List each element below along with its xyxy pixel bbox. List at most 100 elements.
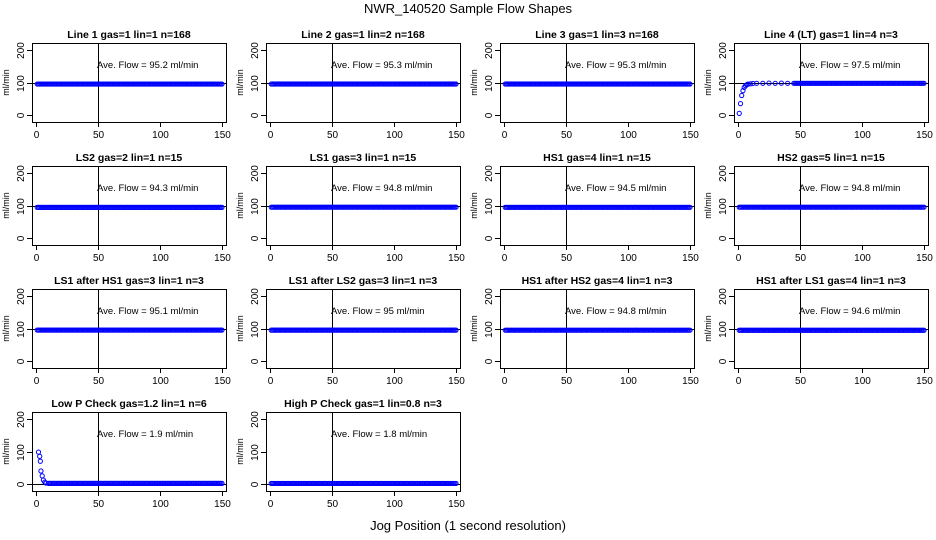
x-tick-label: 50 (795, 253, 807, 264)
y-tick-label: 100 (484, 321, 495, 338)
x-tick-label: 50 (327, 499, 339, 510)
y-axis-label: ml/min (1, 438, 11, 465)
x-tick-label: 0 (268, 130, 274, 141)
chart-panel: Line 3 gas=1 lin=3 n=168 0 50 100 150 0 100 200… (469, 29, 699, 141)
x-tick-label: 0 (34, 376, 40, 387)
average-flow-annotation: Ave. Flow = 97.5 ml/min (799, 60, 900, 71)
x-tick-label: 150 (448, 376, 465, 387)
y-axis-label: ml/min (235, 69, 245, 96)
data-point (921, 327, 927, 333)
data-point (219, 81, 225, 87)
y-axis-label: ml/min (235, 192, 245, 219)
data-point (778, 80, 785, 86)
x-tick-label: 50 (93, 253, 105, 264)
y-tick-label: 200 (250, 288, 261, 305)
y-tick-label: 200 (16, 42, 27, 59)
x-tick-label: 100 (386, 130, 403, 141)
x-tick-label: 100 (386, 253, 403, 264)
y-axis-label: ml/min (703, 192, 713, 219)
average-flow-annotation: Ave. Flow = 95.2 ml/min (97, 60, 198, 71)
chart-panel: LS1 after LS2 gas=3 lin=1 n=3 0 50 100 150 0 1… (235, 275, 465, 387)
x-tick-label: 150 (214, 499, 231, 510)
x-tick-label: 50 (93, 376, 105, 387)
data-point (745, 81, 751, 87)
data-point (772, 80, 778, 86)
x-tick-label: 0 (268, 376, 274, 387)
panel-title: HS1 after HS2 gas=4 lin=1 n=3 (522, 275, 673, 287)
x-tick-label: 100 (854, 253, 871, 264)
y-axis-label: ml/min (235, 315, 245, 342)
x-tick-label: 50 (561, 253, 573, 264)
data-point (453, 81, 459, 87)
data-point (785, 80, 791, 86)
panel-title: LS1 gas=3 lin=1 n=15 (310, 152, 417, 164)
y-tick-label: 100 (16, 198, 27, 215)
chart-panel: Low P Check gas=1.2 lin=1 n=6 0 50 100 150 0 1… (1, 398, 231, 510)
x-tick-label: 0 (268, 499, 274, 510)
panel-title: Low P Check gas=1.2 lin=1 n=6 (51, 398, 206, 410)
y-tick-label: 0 (16, 235, 27, 241)
y-tick-label: 0 (16, 112, 27, 118)
x-tick-label: 0 (502, 253, 508, 264)
panel-title: Line 3 gas=1 lin=3 n=168 (535, 29, 659, 41)
x-tick-label: 50 (327, 376, 339, 387)
y-tick-label: 200 (718, 42, 729, 59)
average-flow-annotation: Ave. Flow = 95.3 ml/min (331, 60, 432, 71)
x-tick-label: 0 (502, 130, 508, 141)
data-point (766, 80, 772, 86)
x-tick-label: 50 (795, 130, 807, 141)
data-point (687, 204, 693, 210)
y-tick-label: 200 (16, 411, 27, 428)
data-point (453, 327, 459, 333)
average-flow-annotation: Ave. Flow = 94.8 ml/min (799, 183, 900, 194)
y-axis-label: ml/min (235, 438, 245, 465)
panel-title: High P Check gas=1 lin=0.8 n=3 (284, 398, 442, 410)
y-tick-label: 0 (250, 235, 261, 241)
x-tick-label: 150 (448, 130, 465, 141)
x-tick-label: 100 (620, 253, 637, 264)
x-tick-label: 100 (386, 499, 403, 510)
y-tick-label: 100 (250, 75, 261, 92)
x-axis-title: Jog Position (1 second resolution) (370, 518, 566, 533)
y-axis-label: ml/min (1, 192, 11, 219)
y-axis-label: ml/min (1, 315, 11, 342)
data-point (760, 80, 766, 86)
y-tick-label: 200 (718, 165, 729, 182)
x-tick-label: 100 (854, 130, 871, 141)
average-flow-annotation: Ave. Flow = 94.5 ml/min (565, 183, 666, 194)
average-flow-annotation: Ave. Flow = 1.8 ml/min (331, 429, 427, 440)
chart-panel: Line 4 (LT) gas=1 lin=4 n=3 0 50 100 150 0 100… (703, 29, 933, 141)
chart-panel: High P Check gas=1 lin=0.8 n=3 0 50 100 150 0… (235, 398, 465, 510)
y-tick-label: 200 (250, 42, 261, 59)
chart-panel: HS1 after HS2 gas=4 lin=1 n=3 0 50 100 150 0 1… (469, 275, 699, 387)
y-tick-label: 0 (484, 358, 495, 364)
average-flow-annotation: Ave. Flow = 94.8 ml/min (331, 183, 432, 194)
chart-panel: Line 1 gas=1 lin=1 n=168 0 50 100 150 0 100 200… (1, 29, 231, 141)
data-point (754, 80, 760, 86)
data-point (38, 468, 44, 474)
y-axis-label: ml/min (703, 315, 713, 342)
y-tick-label: 100 (484, 75, 495, 92)
panel-title: Line 1 gas=1 lin=1 n=168 (67, 29, 191, 41)
plot-frame (32, 412, 227, 492)
y-tick-label: 0 (16, 358, 27, 364)
data-point (687, 81, 693, 87)
data-point (39, 473, 45, 479)
x-tick-label: 150 (682, 253, 699, 264)
y-tick-label: 200 (250, 165, 261, 182)
y-tick-label: 100 (16, 444, 27, 461)
y-tick-label: 0 (16, 481, 27, 487)
average-flow-annotation: Ave. Flow = 95.3 ml/min (565, 60, 666, 71)
y-tick-label: 100 (718, 321, 729, 338)
y-tick-label: 200 (484, 42, 495, 59)
data-point (921, 204, 927, 210)
data-point (740, 88, 746, 94)
data-point (739, 92, 745, 99)
y-tick-label: 200 (484, 165, 495, 182)
y-tick-label: 200 (484, 288, 495, 305)
x-tick-label: 50 (93, 499, 105, 510)
data-point (219, 480, 225, 486)
x-tick-label: 150 (916, 253, 933, 264)
x-tick-label: 50 (93, 130, 105, 141)
x-tick-label: 0 (34, 499, 40, 510)
